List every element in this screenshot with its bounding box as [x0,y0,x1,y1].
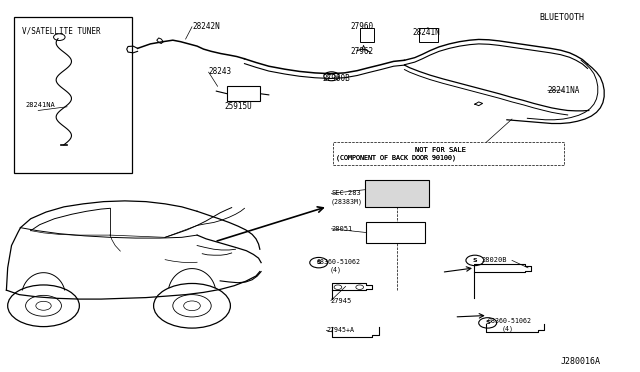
Text: 28241NA: 28241NA [547,86,580,94]
Text: 08360-51062: 08360-51062 [317,259,361,265]
Text: 27960B: 27960B [323,74,350,83]
Text: S: S [485,320,490,326]
Text: J280016A: J280016A [561,357,600,366]
Text: 28051: 28051 [332,226,353,232]
Bar [360,28,374,42]
Text: NOT FOR SALE: NOT FOR SALE [415,147,466,153]
Bar [14,17,132,173]
Text: (4): (4) [330,267,342,273]
Text: 27945+A: 27945+A [326,327,355,333]
Text: 28243: 28243 [208,67,231,76]
Bar [227,86,260,101]
Text: V/SATELLITE TUNER: V/SATELLITE TUNER [22,26,100,35]
Text: (COMPONENT OF BACK DOOR 90100): (COMPONENT OF BACK DOOR 90100) [336,154,456,161]
Bar [365,180,429,207]
Text: 25915U: 25915U [224,102,252,111]
Text: 28241N: 28241N [412,28,440,37]
Text: 28242N: 28242N [192,22,220,31]
Text: (28383M): (28383M) [330,198,362,205]
Text: 27945: 27945 [331,298,352,304]
Bar [366,222,425,243]
Text: S: S [472,258,477,263]
Text: 28020B: 28020B [482,257,508,263]
Text: NOT FOR SALE: NOT FOR SALE [415,147,466,153]
Text: (4): (4) [502,326,514,332]
Text: 28241NA: 28241NA [26,102,55,108]
Bar [419,28,438,42]
Text: (COMPONENT OF BACK DOOR 90100): (COMPONENT OF BACK DOOR 90100) [336,154,456,161]
Text: 08360-51062: 08360-51062 [488,318,532,324]
Text: SEC.283: SEC.283 [332,190,361,196]
Text: 27962: 27962 [351,47,374,56]
Text: BLUETOOTH: BLUETOOTH [540,13,584,22]
Text: 27960: 27960 [351,22,374,31]
Text: S: S [316,260,321,265]
Bar [333,142,564,165]
